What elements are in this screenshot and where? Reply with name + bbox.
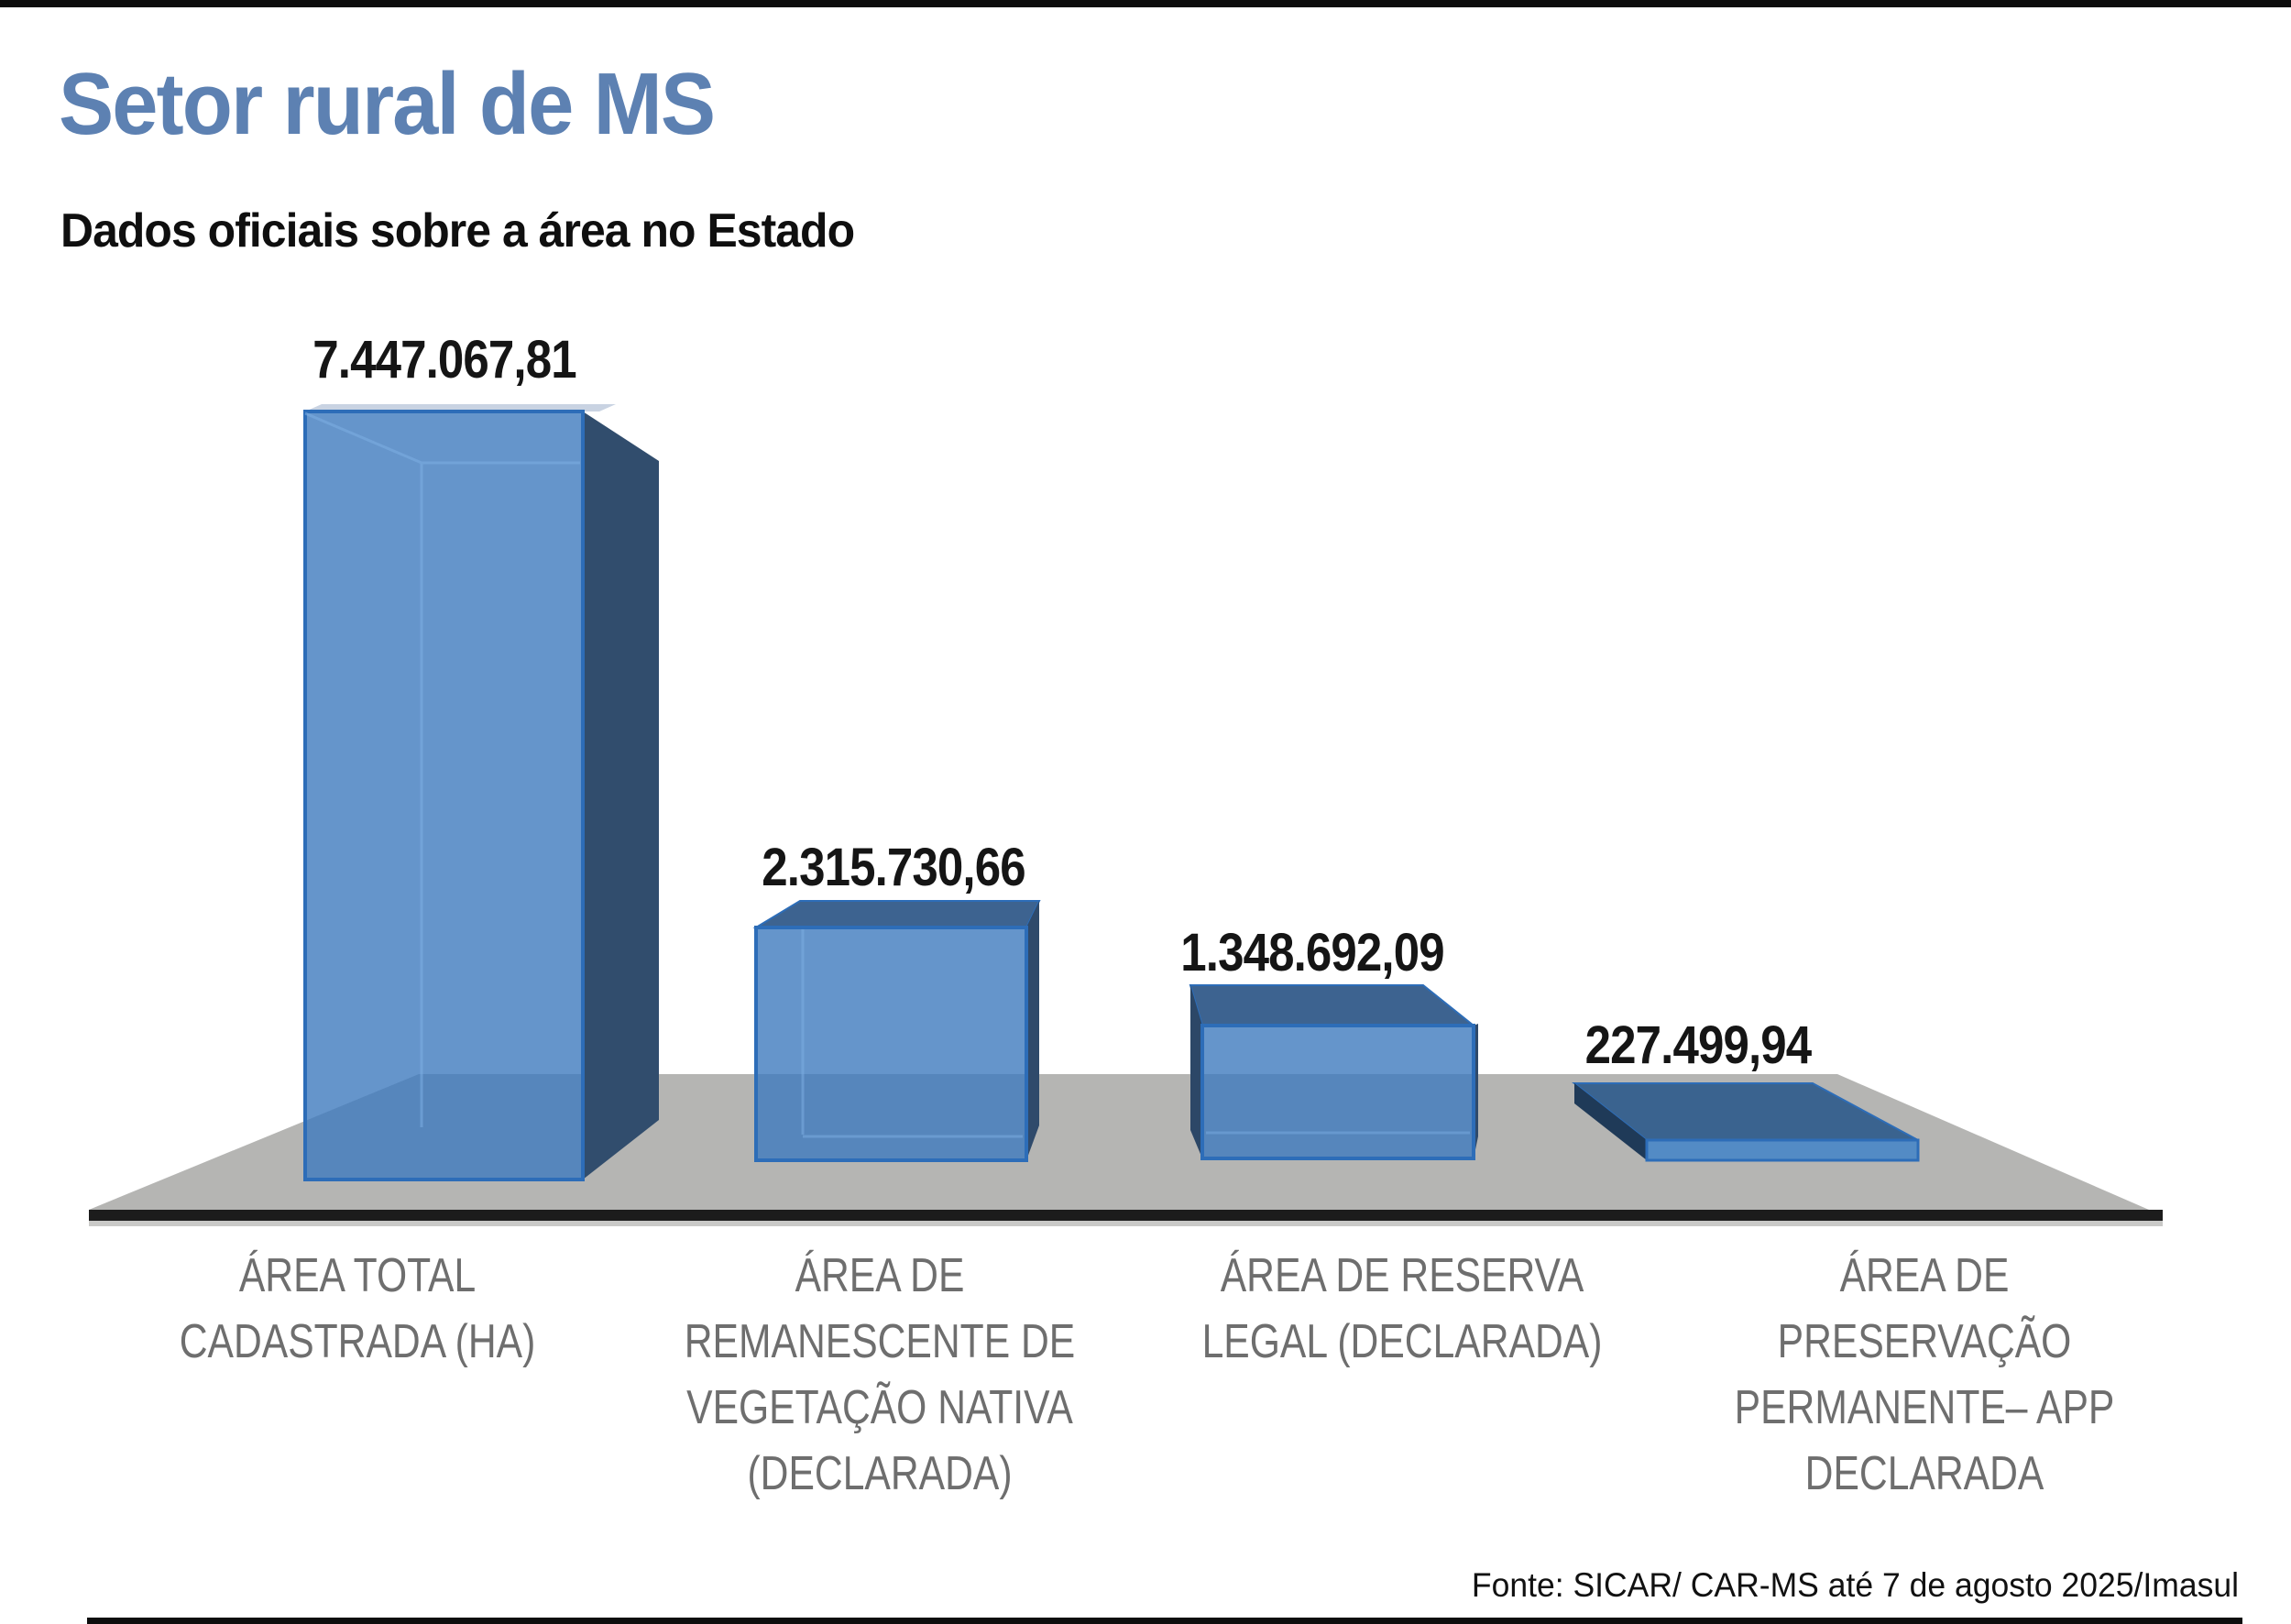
page-title: Setor rural de MS <box>59 55 716 153</box>
category-label-4: ÁREA DE PRESERVAÇÃO PERMANENTE– APP DECL… <box>1624 1243 2225 1507</box>
category-label-1: ÁREA TOTAL CADASTRADA (HA) <box>57 1243 658 1375</box>
bar-4-left-side-face <box>1574 1083 1647 1160</box>
value-label-1: 7.447.067,81 <box>312 330 576 390</box>
bar-3-left-side-face <box>1190 985 1202 1158</box>
category-label-3: ÁREA DE RESERVA LEGAL (DECLARADA) <box>1102 1243 1703 1375</box>
category-label-2-line-3: VEGETAÇÃO NATIVA <box>686 1381 1073 1434</box>
bar-2-top-face <box>752 900 1041 928</box>
bar-3-front-face <box>1200 1024 1475 1160</box>
category-label-2-line-2: REMANESCENTE DE <box>684 1315 1076 1368</box>
category-label-2: ÁREA DE REMANESCENTE DE VEGETAÇÃO NATIVA… <box>579 1243 1180 1507</box>
bar-1 <box>303 404 659 1181</box>
bar-2-inner-edges <box>801 929 1023 1138</box>
category-label-2-line-4: (DECLARADA) <box>747 1447 1013 1500</box>
axis-baseline <box>89 1210 2163 1221</box>
bar-2-front-face <box>754 926 1028 1162</box>
value-label-3: 1.348.692,09 <box>1180 923 1444 982</box>
category-label-4-line-3: PERMANENTE– APP <box>1734 1381 2115 1434</box>
bar-2 <box>752 900 1041 1162</box>
category-label-3-line-1: ÁREA DE RESERVA <box>1220 1249 1584 1302</box>
bar-1-inner-edges <box>304 411 580 1127</box>
bar-2-side-face <box>1026 901 1039 1160</box>
value-label-4: 227.499,94 <box>1584 1015 1813 1075</box>
page-subtitle: Dados oficiais sobre a área no Estado <box>60 204 855 258</box>
bar-4 <box>1572 1082 1920 1162</box>
bar-1-side-face <box>583 411 659 1180</box>
source-note: Fonte: SICAR/ CAR-MS até 7 de agosto 202… <box>1471 1566 2239 1604</box>
top-rule <box>0 0 2291 7</box>
bar-3 <box>1189 984 1478 1160</box>
category-label-2-line-1: ÁREA DE <box>795 1249 965 1302</box>
category-label-4-line-1: ÁREA DE <box>1839 1249 2010 1302</box>
category-label-1-line-1: ÁREA TOTAL <box>238 1249 477 1302</box>
category-label-4-line-2: PRESERVAÇÃO <box>1777 1315 2072 1368</box>
bottom-rule <box>87 1618 2242 1624</box>
axis-baseline-shadow <box>89 1221 2163 1226</box>
category-label-3-line-2: LEGAL (DECLARADA) <box>1201 1315 1603 1368</box>
bar-4-front-face <box>1645 1138 1920 1162</box>
bar-1-front-face <box>303 410 585 1181</box>
category-label-4-line-4: DECLARADA <box>1804 1447 2044 1500</box>
value-label-2: 2.315.730,66 <box>762 838 1025 897</box>
category-label-1-line-2: CADASTRADA (HA) <box>179 1315 536 1368</box>
